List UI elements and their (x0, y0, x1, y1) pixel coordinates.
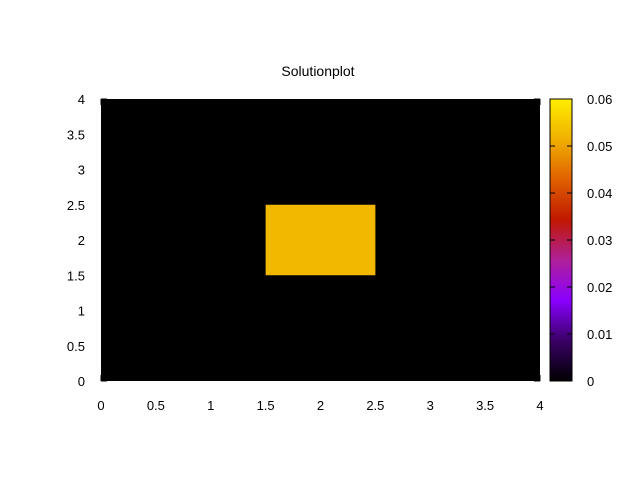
chart-title: Solutionplot (281, 63, 354, 79)
y-tick-label: 2 (78, 233, 85, 248)
y-tick-label: 0.5 (67, 339, 85, 354)
x-tick-label: 4 (536, 398, 543, 413)
colorbar-tick-label: 0 (587, 374, 594, 389)
y-tick-label: 2.5 (67, 198, 85, 213)
x-tick-label: 0 (97, 398, 104, 413)
y-tick-label: 1 (78, 304, 85, 319)
colorbar-tick-label: 0.02 (587, 280, 612, 295)
colorbar-tick-label: 0.01 (587, 327, 612, 342)
colorbar-tick-label: 0.04 (587, 186, 612, 201)
colorbar-tick-label: 0.06 (587, 92, 612, 107)
x-tick-label: 3 (427, 398, 434, 413)
x-tick-label: 3.5 (476, 398, 494, 413)
colorbar-tick-label: 0.03 (587, 233, 612, 248)
heatmap-cell (265, 204, 376, 276)
x-tick-label: 1 (207, 398, 214, 413)
x-tick-label: 0.5 (147, 398, 165, 413)
x-tick-label: 2 (317, 398, 324, 413)
y-tick-label: 3.5 (67, 127, 85, 142)
y-tick-label: 0 (78, 374, 85, 389)
x-tick-label: 1.5 (257, 398, 275, 413)
y-tick-label: 1.5 (67, 268, 85, 283)
x-tick-label: 2.5 (366, 398, 384, 413)
colorbar-tick-label: 0.05 (587, 139, 612, 154)
y-tick-label: 3 (78, 163, 85, 178)
y-tick-label: 4 (78, 92, 85, 107)
